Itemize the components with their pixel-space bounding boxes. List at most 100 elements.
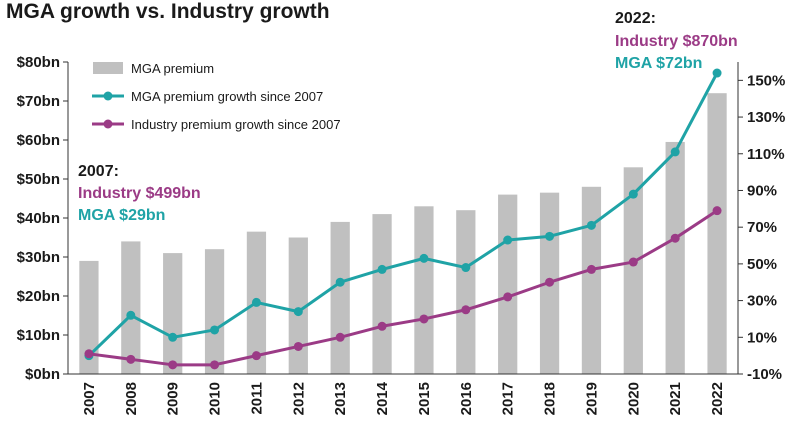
point-series-2-2012 [293, 341, 303, 351]
point-series-1-2020 [628, 189, 638, 199]
annotation-2022-industry: Industry $870bn [615, 33, 738, 50]
point-series-1-2010 [210, 325, 220, 335]
bar-2014 [372, 214, 392, 374]
point-series-1-2012 [293, 307, 303, 317]
right-tick-label: 10% [747, 329, 777, 346]
point-series-2-2015 [419, 314, 429, 324]
right-tick-label: 30% [747, 293, 777, 310]
x-tick-label: 2007 [81, 382, 98, 415]
point-series-2-2021 [670, 233, 680, 243]
left-tick-label: $0bn [25, 366, 60, 383]
bar-2017 [498, 194, 518, 374]
x-tick-label: 2020 [625, 382, 642, 415]
right-tick-label: 130% [747, 109, 785, 126]
x-tick-label: 2015 [416, 382, 433, 415]
point-series-1-2014 [377, 264, 387, 274]
right-tick-label: -10% [747, 366, 782, 383]
x-tick-label: 2018 [542, 382, 559, 415]
line-series-2 [88, 209, 718, 367]
point-series-2-2022 [712, 206, 722, 216]
x-tick-label: 2013 [332, 382, 349, 415]
legend-label-mga-growth: MGA premium growth since 2007 [131, 89, 323, 104]
point-series-2-2016 [461, 305, 471, 315]
bar-2010 [204, 249, 225, 374]
line-series [84, 68, 722, 370]
bar-2020 [623, 167, 643, 374]
point-series-1-2022 [712, 68, 722, 78]
bar-2007 [79, 260, 99, 374]
annotation-2022-mga: MGA $72bn [615, 55, 702, 72]
annotation-2022-year: 2022: [615, 10, 656, 27]
right-tick-label: 150% [747, 72, 785, 89]
point-series-1-2009 [168, 332, 178, 342]
bar-2012 [288, 237, 308, 374]
legend: MGA premium MGA premium growth since 200… [92, 61, 341, 132]
point-series-1-2008 [126, 310, 136, 320]
bar-series [79, 93, 727, 374]
x-tick-label: 2019 [583, 382, 600, 415]
line-series-1 [87, 72, 719, 357]
x-tick-label: 2014 [374, 381, 391, 415]
x-tick-label: 2016 [458, 382, 475, 415]
x-tick-label: 2012 [290, 382, 307, 415]
left-tick-label: $50bn [17, 171, 60, 188]
x-tick-label: 2021 [667, 382, 684, 415]
left-tick-label: $80bn [17, 54, 60, 71]
annotation-2007-industry: Industry $499bn [78, 185, 201, 202]
point-series-2-2011 [251, 351, 261, 361]
x-tick-label: 2011 [248, 382, 265, 415]
x-tick-label: 2008 [123, 382, 140, 415]
bar-2022 [707, 93, 727, 374]
annotation-2007: 2007: Industry $499bn MGA $29bn [78, 163, 201, 224]
legend-marker-industry-growth [103, 119, 113, 129]
annotation-2022: 2022: Industry $870bn MGA $72bn [615, 10, 738, 72]
point-series-1-2011 [251, 297, 261, 307]
point-series-1-2017 [503, 235, 513, 245]
point-series-1-2015 [419, 253, 429, 263]
legend-swatch-mga-premium [93, 62, 123, 74]
right-tick-label: 110% [747, 146, 785, 163]
x-tick-label: 2022 [709, 382, 726, 415]
left-tick-label: $60bn [17, 132, 60, 149]
bar-2021 [665, 141, 685, 374]
bar-2008 [121, 241, 141, 374]
annotation-2007-mga: MGA $29bn [78, 207, 165, 224]
point-series-2-2018 [545, 277, 555, 287]
x-tick-label: 2017 [500, 382, 517, 415]
annotation-2007-year: 2007: [78, 163, 119, 180]
point-series-1-2021 [670, 147, 680, 157]
x-tick-label: 2010 [207, 382, 224, 415]
right-tick-label: 70% [747, 219, 777, 236]
axes: $0bn $10bn $20bn $30bn $40bn $50bn $60bn $70bn $… [17, 54, 786, 415]
point-series-1-2018 [545, 231, 555, 241]
legend-label-industry-growth: Industry premium growth since 2007 [131, 117, 341, 132]
point-series-2-2017 [503, 292, 513, 302]
legend-label-mga-premium: MGA premium [131, 61, 214, 76]
point-series-1-2013 [335, 277, 345, 287]
left-tick-label: $40bn [17, 210, 60, 227]
point-series-2-2019 [586, 264, 596, 274]
point-series-2-2008 [126, 354, 136, 364]
point-series-2-2009 [168, 360, 178, 370]
bar-2009 [163, 253, 183, 374]
bar-2013 [330, 221, 350, 374]
point-series-1-2019 [586, 220, 596, 230]
x-tick-label: 2009 [165, 382, 182, 415]
left-tick-label: $20bn [17, 288, 60, 305]
bar-2015 [414, 206, 434, 374]
point-series-2-2014 [377, 321, 387, 331]
point-series-1-2016 [461, 263, 471, 273]
left-tick-label: $70bn [17, 93, 60, 110]
point-series-2-2020 [628, 257, 638, 267]
chart-title: MGA growth vs. Industry growth [6, 0, 330, 23]
left-tick-label: $10bn [17, 327, 60, 344]
right-tick-label: 90% [747, 182, 777, 199]
legend-marker-mga-growth [103, 91, 113, 101]
left-tick-label: $30bn [17, 249, 60, 266]
right-tick-label: 50% [747, 256, 777, 273]
bar-2016 [456, 210, 476, 374]
point-series-2-2010 [210, 360, 220, 370]
point-series-2-2007 [84, 349, 94, 359]
point-series-2-2013 [335, 332, 345, 342]
